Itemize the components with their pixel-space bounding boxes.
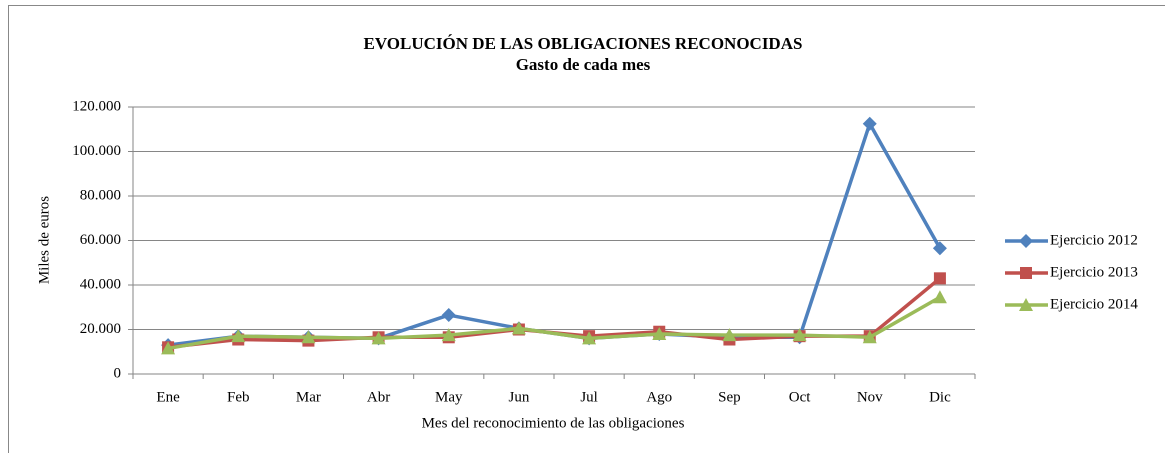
marker: [1019, 298, 1033, 311]
x-tick-label: Abr: [367, 389, 390, 405]
marker: [161, 341, 176, 355]
y-tick-label: 40.000: [80, 276, 121, 292]
x-tick-label: May: [435, 389, 463, 405]
x-tick-label: Feb: [227, 389, 250, 405]
y-tick-label: 60.000: [80, 232, 121, 248]
chart-title: EVOLUCIÓN DE LAS OBLIGACIONES RECONOCIDA…: [364, 34, 803, 53]
x-tick-label: Jun: [508, 389, 529, 405]
y-tick-label: 100.000: [72, 143, 121, 159]
marker: [1019, 234, 1033, 248]
marker: [652, 326, 667, 340]
x-axis-title: Mes del reconocimiento de las obligacion…: [422, 415, 685, 431]
marker: [1020, 267, 1032, 279]
marker: [933, 272, 946, 285]
marker: [371, 331, 386, 345]
y-tick-label: 20.000: [80, 321, 121, 337]
marker: [441, 328, 456, 342]
marker: [582, 331, 597, 345]
marker: [231, 329, 246, 343]
marker: [441, 308, 456, 323]
chart-subtitle: Gasto de cada mes: [516, 55, 651, 74]
marker: [722, 328, 737, 342]
x-tick-label: Dic: [929, 389, 951, 405]
marker: [511, 321, 526, 335]
x-tick-label: Sep: [718, 389, 741, 405]
marker: [862, 330, 877, 344]
marker: [932, 241, 947, 256]
x-tick-label: Oct: [789, 389, 811, 405]
chart-border: [8, 5, 1165, 453]
legend-label: Ejercicio 2012: [1050, 232, 1138, 248]
marker: [862, 116, 877, 131]
y-tick-label: 0: [114, 365, 122, 381]
legend-label: Ejercicio 2013: [1050, 264, 1138, 280]
x-tick-label: Jul: [580, 389, 598, 405]
legend-label: Ejercicio 2014: [1050, 296, 1138, 312]
y-tick-label: 120.000: [72, 98, 121, 114]
x-tick-label: Nov: [857, 389, 883, 405]
x-tick-label: Ago: [646, 389, 672, 405]
marker: [792, 328, 807, 342]
y-tick-label: 80.000: [80, 187, 121, 203]
series-line: [167, 295, 941, 351]
marker: [301, 330, 316, 344]
y-axis-title: Miles de euros: [36, 196, 52, 284]
x-tick-label: Ene: [156, 389, 180, 405]
x-tick-label: Mar: [296, 389, 321, 405]
marker: [932, 290, 947, 304]
